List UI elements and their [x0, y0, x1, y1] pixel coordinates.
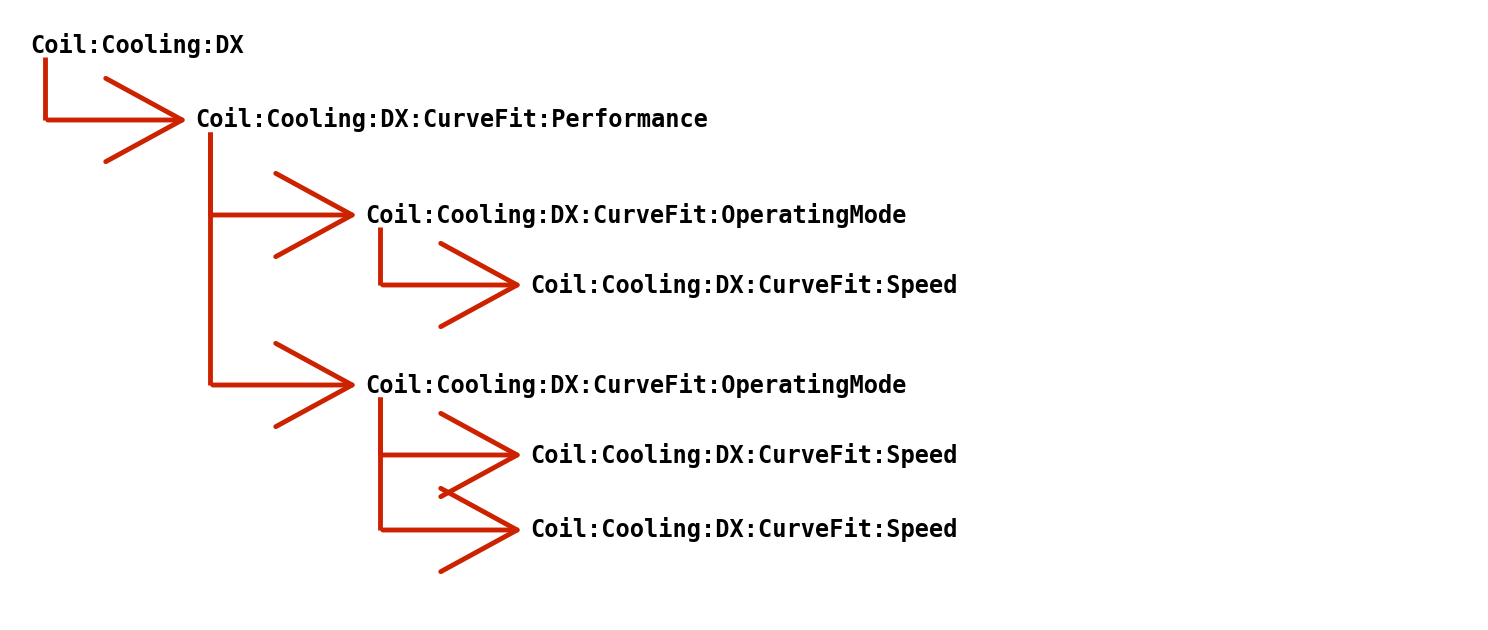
Text: Coil:Cooling:DX:CurveFit:OperatingMode: Coil:Cooling:DX:CurveFit:OperatingMode	[365, 202, 906, 227]
Text: Coil:Cooling:DX:CurveFit:Speed: Coil:Cooling:DX:CurveFit:Speed	[530, 273, 957, 297]
Text: Coil:Cooling:DX:CurveFit:OperatingMode: Coil:Cooling:DX:CurveFit:OperatingMode	[365, 372, 906, 398]
Text: Coil:Cooling:DX:CurveFit:Speed: Coil:Cooling:DX:CurveFit:Speed	[530, 442, 957, 467]
Text: Coil:Cooling:DX: Coil:Cooling:DX	[30, 33, 244, 57]
Text: Coil:Cooling:DX:CurveFit:Performance: Coil:Cooling:DX:CurveFit:Performance	[195, 108, 708, 132]
Text: Coil:Cooling:DX:CurveFit:Speed: Coil:Cooling:DX:CurveFit:Speed	[530, 517, 957, 542]
